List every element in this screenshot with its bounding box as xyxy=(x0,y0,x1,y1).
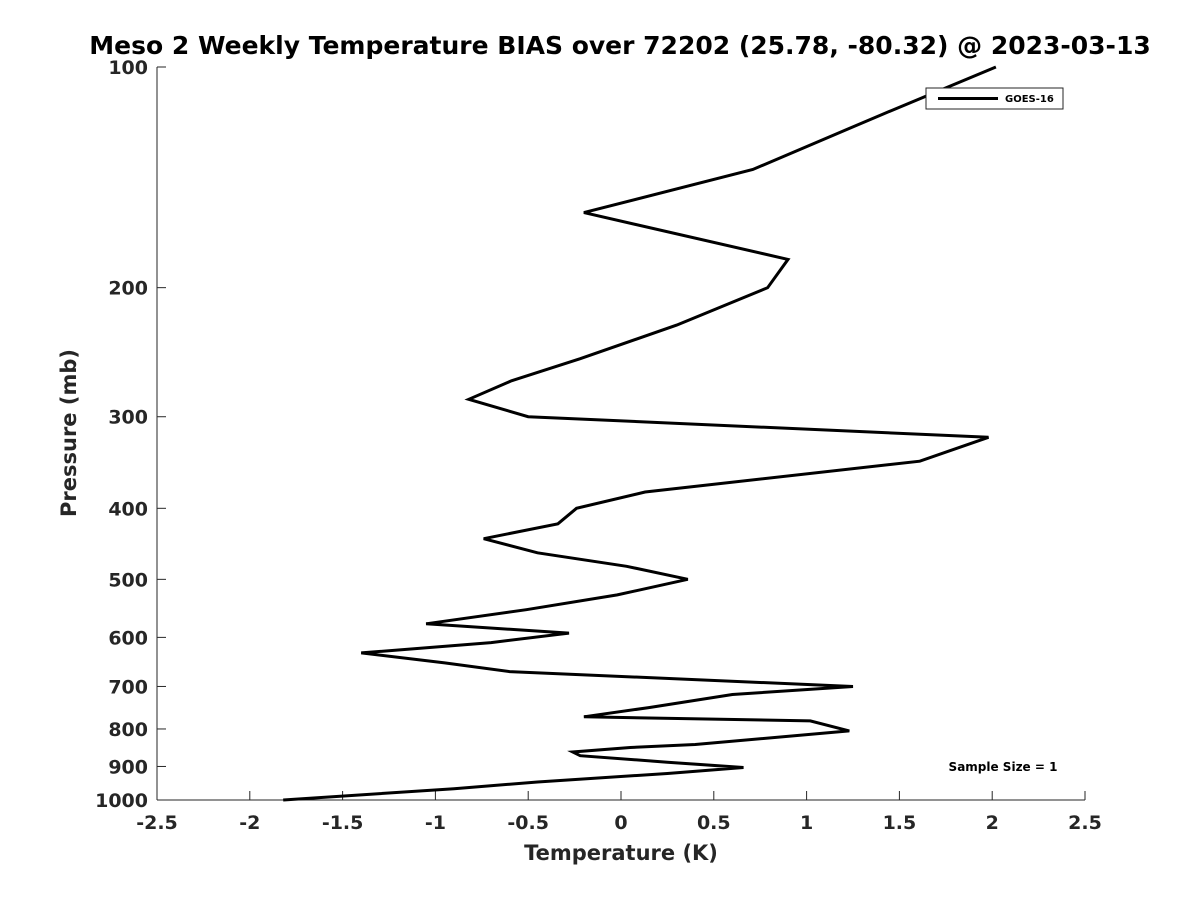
y-tick-label: 200 xyxy=(108,278,148,300)
series-line-goes-16 xyxy=(283,65,997,802)
y-tick-label: 300 xyxy=(108,407,148,429)
y-tick-label: 900 xyxy=(108,756,148,778)
plot-background xyxy=(157,67,1085,800)
y-ticks: 100 200 300 400 500 600 700 800 900 1000 xyxy=(95,57,166,812)
x-tick-label: -2 xyxy=(239,812,260,834)
x-tick-label: 1.5 xyxy=(883,812,917,834)
y-axis-label: Pressure (mb) xyxy=(57,349,81,517)
y-tick-label: 500 xyxy=(108,569,148,591)
x-tick-label: -0.5 xyxy=(507,812,549,834)
x-tick-label: -1.5 xyxy=(322,812,364,834)
sample-size-note: Sample Size = 1 xyxy=(949,760,1058,774)
x-tick-label: 0 xyxy=(614,812,627,834)
plot-area: -2.5 -2 -1.5 -1 -0.5 0 0.5 1 1.5 2 2.5 100 200 300 40… xyxy=(95,57,1102,834)
x-tick-label: -2.5 xyxy=(136,812,178,834)
series-layer xyxy=(283,65,997,802)
y-tick-label: 400 xyxy=(108,498,148,520)
x-ticks: -2.5 -2 -1.5 -1 -0.5 0 0.5 1 1.5 2 2.5 xyxy=(136,791,1102,834)
x-tick-label: 2.5 xyxy=(1068,812,1102,834)
y-tick-label: 600 xyxy=(108,627,148,649)
y-tick-label: 800 xyxy=(108,719,148,741)
x-tick-label: 0.5 xyxy=(697,812,731,834)
y-tick-label: 700 xyxy=(108,676,148,698)
x-tick-label: -1 xyxy=(425,812,446,834)
legend-label-goes-16: GOES-16 xyxy=(1005,94,1054,105)
legend[interactable]: GOES-16 xyxy=(925,87,1064,110)
chart-title: Meso 2 Weekly Temperature BIAS over 7220… xyxy=(89,31,1150,60)
y-tick-label: 100 xyxy=(108,57,148,79)
x-axis-label: Temperature (K) xyxy=(524,841,718,865)
x-tick-label: 2 xyxy=(986,812,999,834)
y-tick-label: 1000 xyxy=(95,790,148,812)
x-tick-label: 1 xyxy=(800,812,813,834)
